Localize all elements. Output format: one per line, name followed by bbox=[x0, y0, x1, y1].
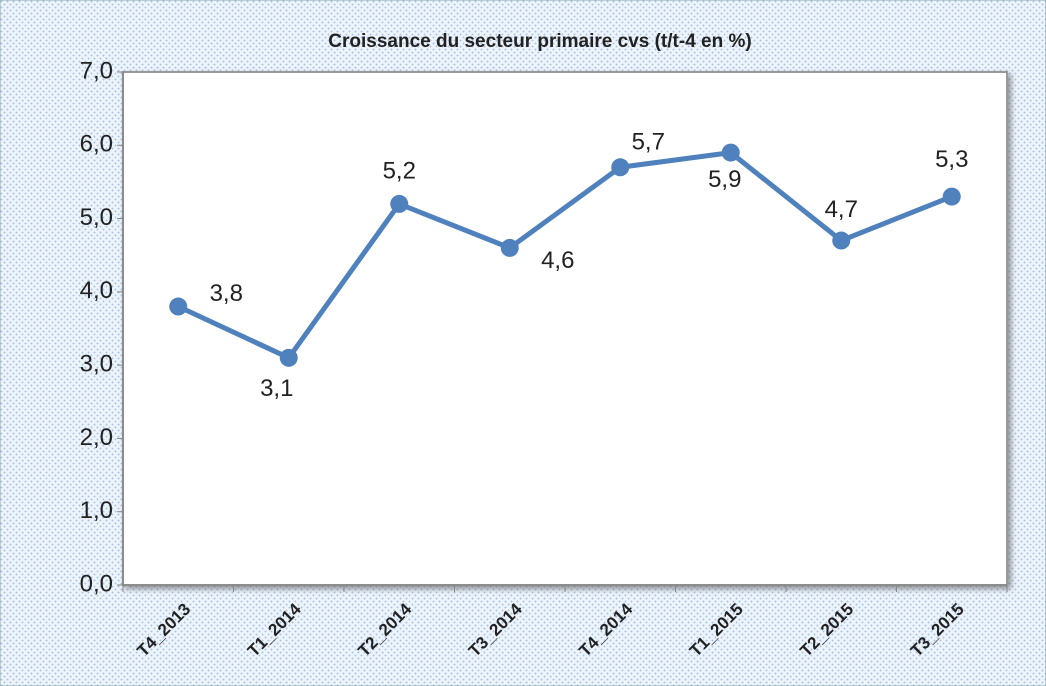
data-label: 5,7 bbox=[632, 129, 665, 156]
data-label: 4,7 bbox=[825, 196, 858, 223]
y-tick-label: 6,0 bbox=[80, 131, 113, 158]
data-point bbox=[832, 231, 851, 250]
data-point bbox=[611, 158, 630, 177]
y-tick-label: 0,0 bbox=[80, 570, 113, 597]
data-label: 3,1 bbox=[260, 375, 293, 402]
data-point bbox=[169, 297, 188, 316]
data-point bbox=[721, 143, 740, 162]
y-tick-label: 3,0 bbox=[80, 350, 113, 377]
data-label: 5,2 bbox=[383, 157, 416, 184]
y-tick-label: 5,0 bbox=[80, 204, 113, 231]
plot-area bbox=[122, 71, 1008, 586]
chart-title: Croissance du secteur primaire cvs (t/t-… bbox=[328, 31, 751, 52]
data-point bbox=[942, 187, 961, 206]
data-label: 3,8 bbox=[210, 280, 243, 307]
data-label: 4,6 bbox=[541, 247, 574, 274]
data-point bbox=[390, 194, 409, 213]
data-point bbox=[500, 238, 519, 257]
series-line bbox=[177, 150, 953, 361]
y-tick-label: 7,0 bbox=[80, 57, 113, 84]
y-tick-label: 2,0 bbox=[80, 424, 113, 451]
data-point bbox=[279, 348, 298, 367]
data-label: 5,9 bbox=[708, 166, 741, 193]
data-label: 5,3 bbox=[935, 146, 968, 173]
y-tick-label: 1,0 bbox=[80, 497, 113, 524]
y-tick-label: 4,0 bbox=[80, 277, 113, 304]
